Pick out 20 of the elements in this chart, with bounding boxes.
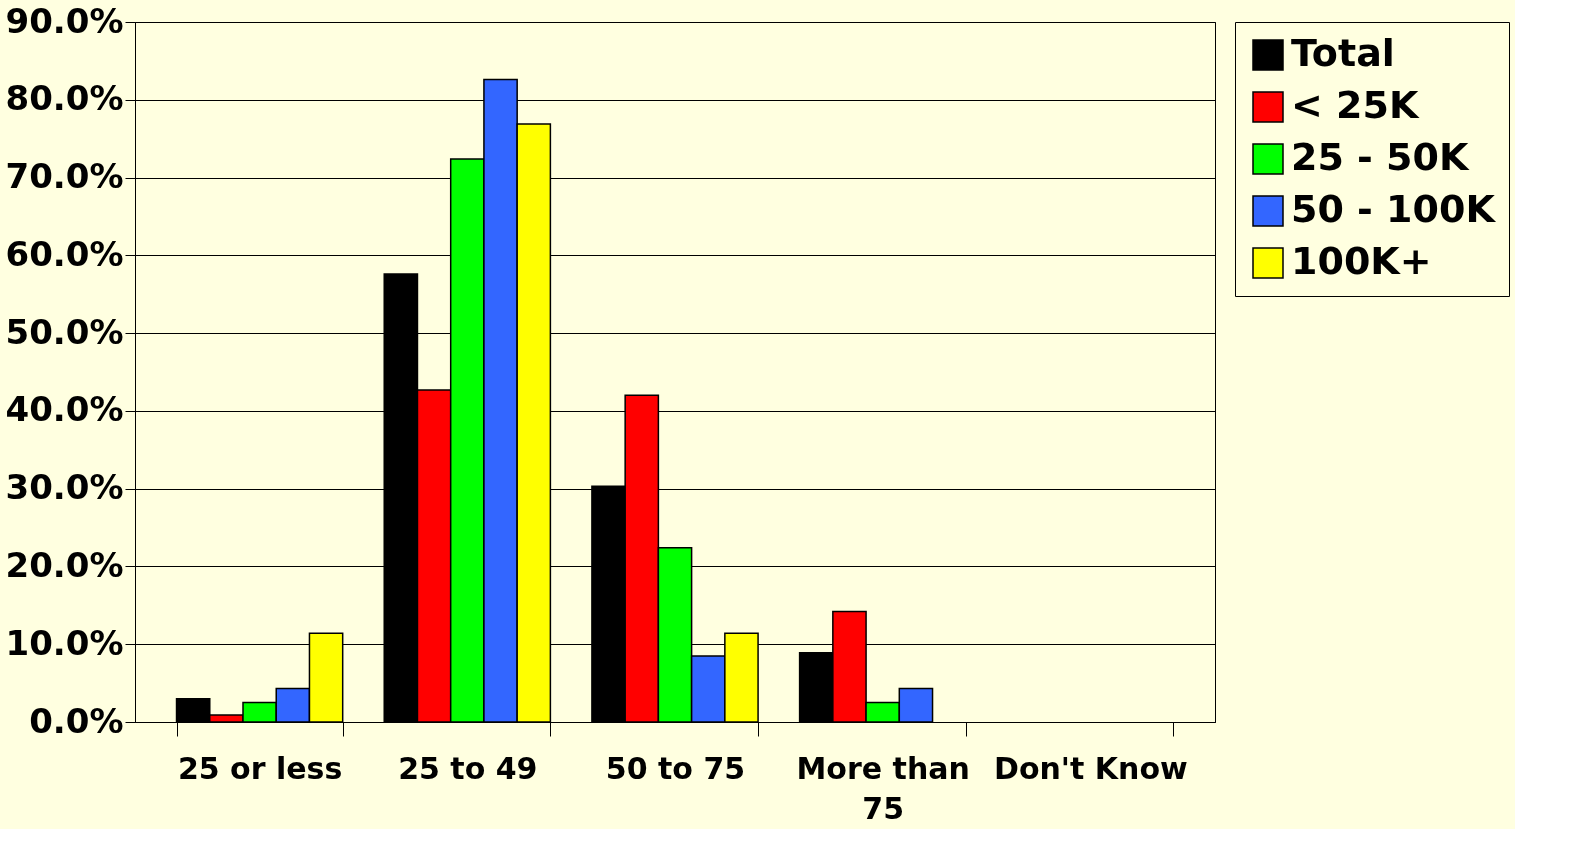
x-tick-label: 25 to 49 [398, 750, 538, 786]
y-tick-label: 10.0% [5, 622, 124, 663]
y-tick-label: 30.0% [5, 467, 124, 508]
x-tick-label: 50 to 75 [605, 750, 746, 786]
x-tick-label: More than 75 [796, 750, 970, 826]
legend-label: Total [1291, 31, 1395, 75]
y-tick-label: 60.0% [5, 233, 124, 274]
legend-label: 100K+ [1291, 239, 1432, 283]
x-tick-label: 25 or less [177, 750, 343, 786]
legend-label: 50 - 100K [1291, 187, 1497, 231]
y-tick-label: 90.0% [5, 0, 124, 41]
y-tick-label: 50.0% [5, 311, 124, 352]
y-tick-label: 70.0% [5, 156, 124, 197]
y-tick-label: 20.0% [5, 544, 124, 585]
legend-label: < 25K [1291, 83, 1420, 127]
x-tick-label: Don't Know [993, 750, 1188, 786]
y-tick-label: 0.0% [29, 700, 124, 741]
legend-label: 25 - 50K [1291, 135, 1470, 179]
y-tick-label: 40.0% [5, 389, 124, 430]
y-tick-label: 80.0% [5, 78, 124, 119]
